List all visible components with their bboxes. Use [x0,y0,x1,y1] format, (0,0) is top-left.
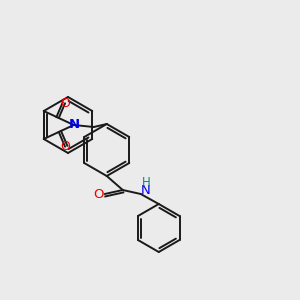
Text: N: N [141,184,151,196]
Text: O: O [60,97,70,110]
Text: H: H [141,176,150,188]
Text: N: N [69,118,80,131]
Text: O: O [94,188,104,200]
Text: O: O [60,140,70,153]
